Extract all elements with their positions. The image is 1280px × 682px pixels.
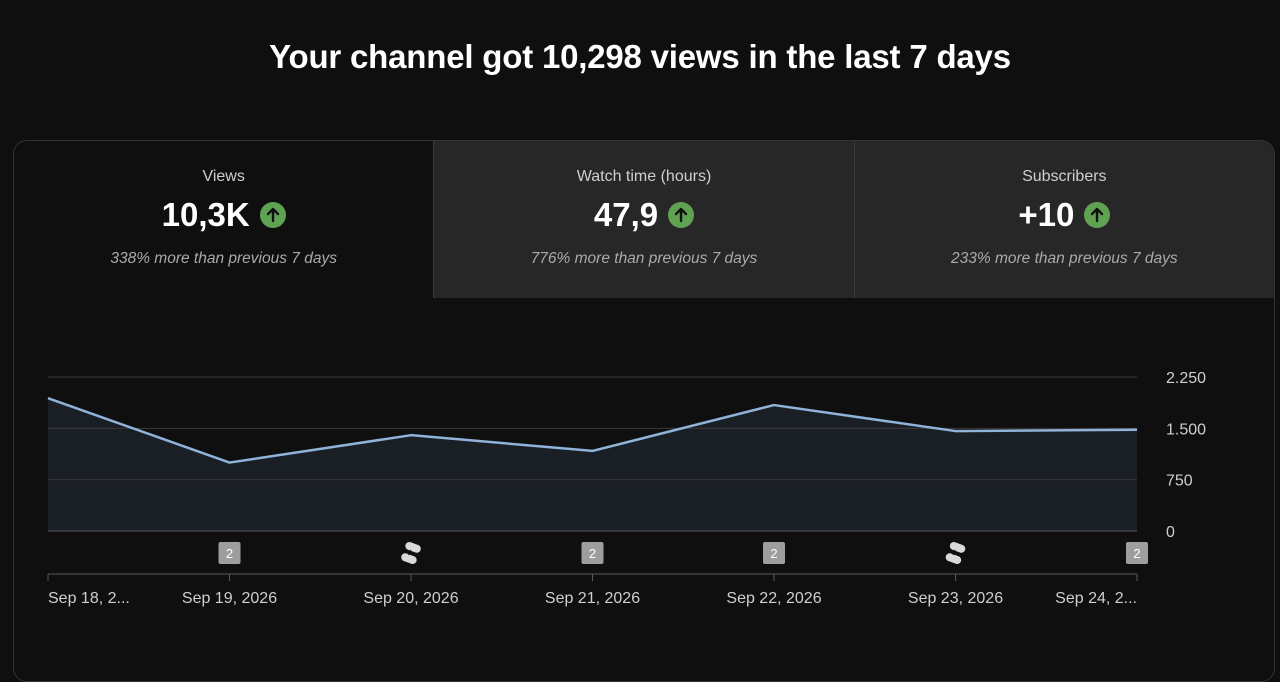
video-count-label: 2	[1133, 546, 1140, 561]
views-line	[47, 397, 1138, 464]
analytics-panel: Views 10,3K 338% more than previous 7 da…	[13, 140, 1275, 682]
chart-area-fill	[48, 398, 1137, 531]
tab-subscribers-value: +10	[1018, 196, 1075, 233]
tab-watch-time-value: 47,9	[593, 196, 659, 233]
data-point[interactable]	[226, 459, 234, 467]
video-count-badge[interactable]	[581, 542, 604, 564]
tab-views-title: Views	[202, 168, 245, 185]
data-point[interactable]	[589, 447, 597, 455]
tab-subscribers-comparison: 233% more than previous 7 days	[951, 250, 1178, 267]
video-count-badge[interactable]	[218, 542, 241, 564]
x-tick-label: Sep 19, 2026	[182, 590, 277, 607]
data-point[interactable]	[770, 401, 778, 409]
video-count-label: 2	[770, 546, 777, 561]
arrow-up-icon	[1084, 202, 1111, 228]
tab-views[interactable]: Views 10,3K 338% more than previous 7 da…	[14, 141, 434, 298]
data-point[interactable]	[1133, 426, 1141, 434]
metric-tabs: Views 10,3K 338% more than previous 7 da…	[14, 141, 1274, 298]
x-tick-label: Sep 22, 2026	[726, 590, 821, 607]
data-point[interactable]	[952, 427, 960, 435]
tab-subscribers[interactable]: Subscribers +10 233% more than previous …	[853, 141, 1274, 298]
x-tick-label: Sep 20, 2026	[363, 590, 458, 607]
shorts-icon[interactable]	[400, 541, 422, 565]
page-headline: Your channel got 10,298 views in the las…	[269, 38, 1011, 75]
y-tick-label: 2.250	[1166, 370, 1206, 387]
arrow-up-icon	[259, 202, 286, 228]
video-count-badge[interactable]	[1126, 542, 1148, 564]
y-tick-label: 0	[1166, 524, 1175, 541]
x-tick-label: Sep 21, 2026	[545, 590, 640, 607]
video-count-label: 2	[589, 546, 596, 561]
y-tick-label: 750	[1166, 473, 1193, 490]
data-point[interactable]	[407, 431, 415, 439]
data-point[interactable]	[44, 394, 52, 402]
tab-watch-time-title: Watch time (hours)	[576, 168, 712, 185]
x-tick-label: Sep 24, 2...	[1055, 590, 1137, 607]
tab-watch-time-comparison: 776% more than previous 7 days	[530, 250, 758, 267]
video-count-badge[interactable]	[763, 542, 785, 564]
tab-views-value: 10,3K	[161, 196, 250, 233]
tab-views-comparison: 338% more than previous 7 days	[110, 250, 337, 267]
x-tick-label: Sep 18, 2...	[48, 590, 130, 607]
tab-subscribers-title: Subscribers	[1022, 168, 1107, 185]
arrow-up-icon	[668, 202, 695, 228]
video-count-label: 2	[226, 546, 233, 561]
views-chart: 0 750 1.500 2.250 2 2 2 2 Sep 18, 2... Sep 19, 20…	[44, 370, 1206, 607]
shorts-icon[interactable]	[945, 541, 967, 565]
tab-watch-time[interactable]: Watch time (hours) 47,9 776% more than p…	[433, 141, 854, 298]
x-tick-label: Sep 23, 2026	[908, 590, 1003, 607]
y-tick-label: 1.500	[1166, 421, 1206, 438]
